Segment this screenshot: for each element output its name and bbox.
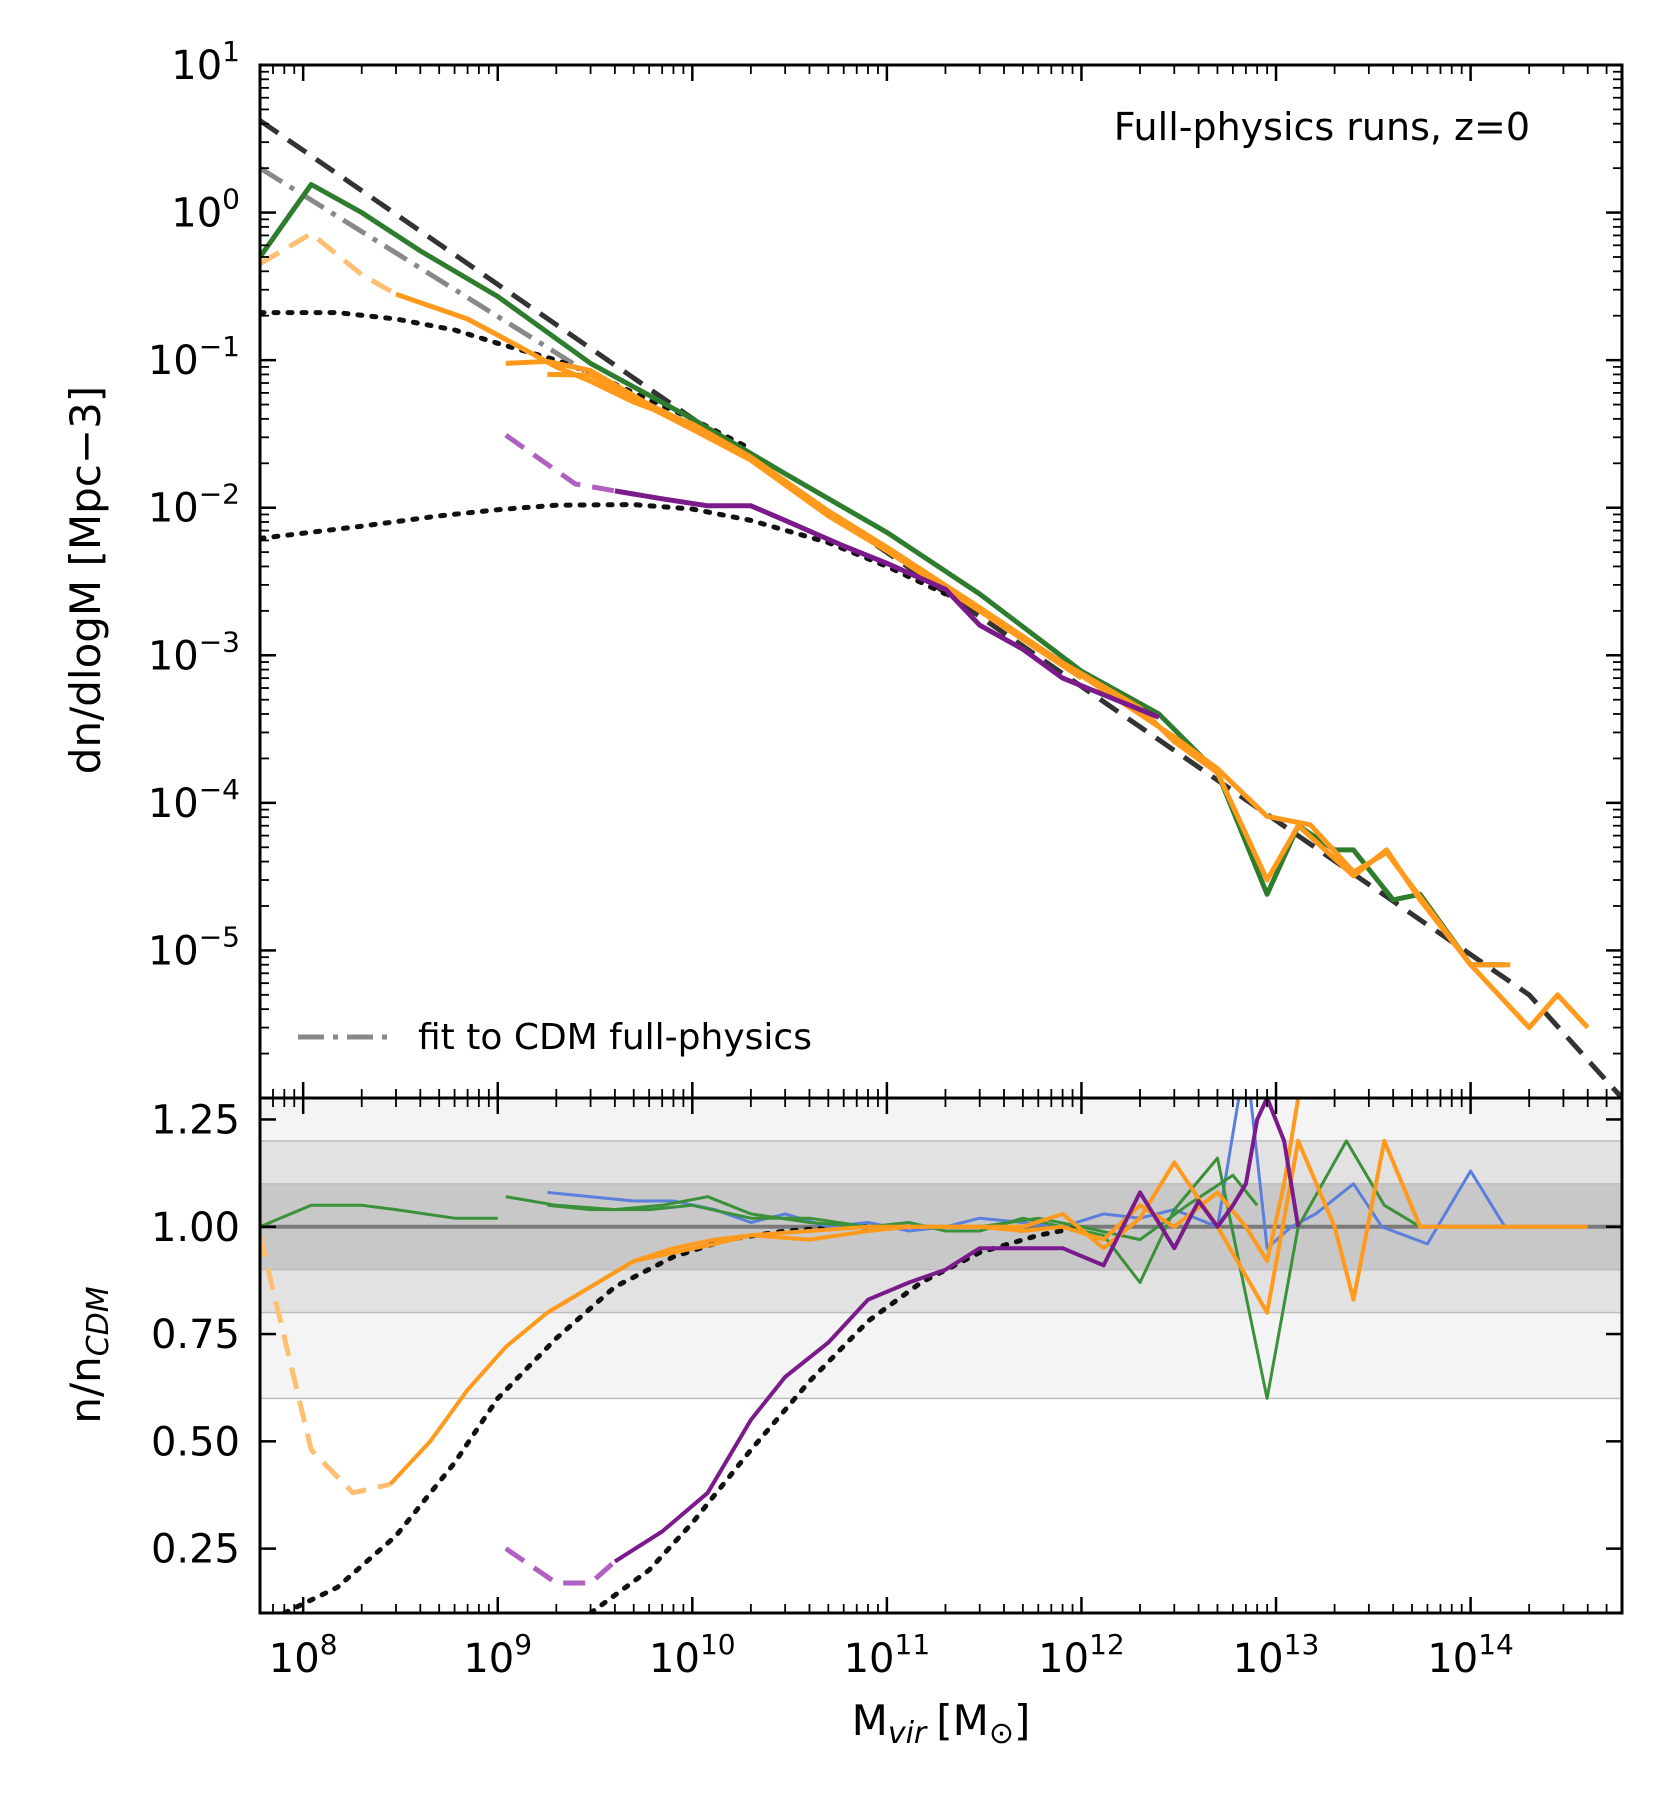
top-y-tick-label: 10−1	[148, 330, 240, 384]
bottom-series-green-run-1	[260, 1203, 498, 1229]
top-y-tick-label: 101	[171, 35, 240, 89]
bottom-y-tick-label: 0.25	[151, 1527, 240, 1573]
bottom-series-orange-run-b	[546, 1098, 1301, 1315]
x-tick-labels: 108 109 1010 1011 1012 1013 1014	[269, 1628, 1514, 1682]
bottom-y-tick-label: 1.25	[151, 1097, 240, 1143]
top-y-axis-label: dn/dlogM [Mpc−3]	[61, 386, 110, 774]
legend-label-fit: fit to CDM full-physics	[418, 1017, 812, 1058]
bottom-series-wdm-model-2-dotted	[588, 1224, 1084, 1613]
top-series-cdm-model-dashed	[260, 118, 1622, 1098]
top-y-tick-label: 10−3	[148, 625, 240, 679]
top-y-tick-label: 10−4	[148, 773, 240, 827]
x-tick-label: 1014	[1427, 1628, 1514, 1682]
legend: fit to CDM full-physics	[298, 1017, 812, 1058]
bottom-series-purple-run	[613, 1098, 1301, 1564]
bottom-series-purple-run-dashed-part	[504, 1546, 617, 1586]
top-series-cdm-run	[260, 182, 1505, 968]
bottom-series-orange-run-dashed-part	[260, 1234, 391, 1496]
bottom-panel-frame	[258, 1096, 1624, 1615]
top-series-wdm-run-b	[505, 358, 1590, 1031]
x-tick-label: 108	[269, 1628, 338, 1682]
top-y-tick-label: 10−2	[148, 478, 240, 532]
top-panel-series	[260, 118, 1622, 1098]
x-tick-label: 109	[463, 1628, 532, 1682]
x-tick-label: 1012	[1038, 1628, 1125, 1682]
top-series-wdm-model-2-dotted	[260, 502, 948, 597]
top-series-purple-run	[614, 488, 1160, 720]
panel-annotation: Full-physics runs, z=0	[1114, 105, 1530, 149]
bottom-y-tick-label: 0.75	[151, 1312, 240, 1358]
bottom-y-axis-label: n/nCDM	[61, 1286, 116, 1423]
x-tick-label: 1011	[844, 1628, 931, 1682]
bottom-y-tick-label: 0.50	[151, 1419, 240, 1465]
x-axis-label: Mvir [M⊙]	[852, 1696, 1031, 1751]
bottom-y-tick-labels: 0.25 0.50 0.75 1.00 1.25	[151, 1097, 240, 1572]
top-y-tick-label: 100	[171, 183, 240, 237]
bottom-panel-series	[260, 1098, 1622, 1613]
x-tick-label: 1013	[1233, 1628, 1320, 1682]
top-series-fit-to-cdm-full-physics	[260, 165, 592, 377]
bottom-y-tick-label: 1.00	[151, 1205, 240, 1251]
top-y-tick-label: 10−5	[148, 920, 240, 974]
x-tick-label: 1010	[649, 1628, 736, 1682]
top-series-purple-run-dashed-part	[504, 433, 616, 494]
top-series-wdm-run-a-dashed-part	[260, 231, 398, 297]
top-y-tick-labels: 101 100 10−1 10−2 10−3 10−4 10−5	[148, 35, 240, 974]
top-series-wdm-model-1-dotted	[260, 310, 754, 452]
